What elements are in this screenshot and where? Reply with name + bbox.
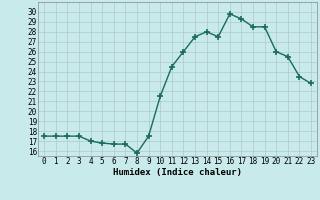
X-axis label: Humidex (Indice chaleur): Humidex (Indice chaleur) [113, 168, 242, 177]
